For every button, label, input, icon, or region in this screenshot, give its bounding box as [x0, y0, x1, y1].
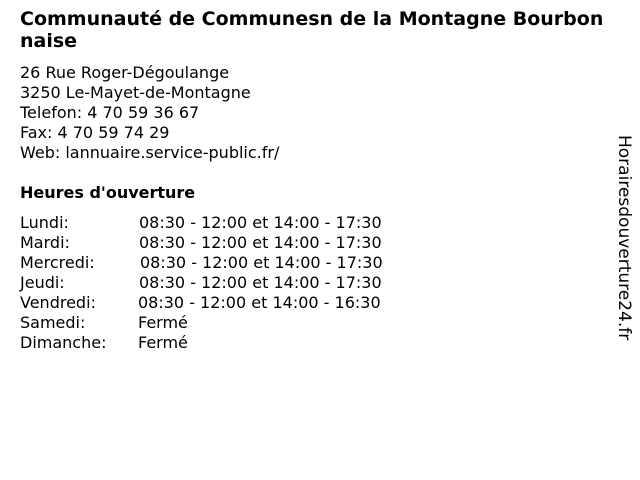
day-label: Lundi: — [20, 213, 69, 232]
hours-row: Vendredi: 08:30 - 12:00 et 14:00 - 16:30 — [20, 293, 383, 313]
hours-row: Lundi: 08:30 - 12:00 et 14:00 - 17:30 — [20, 213, 383, 233]
hours-row: Mercredi: 08:30 - 12:00 et 14:00 - 17:30 — [20, 253, 383, 273]
watermark-text: Horairesdouverture24.fr — [614, 135, 634, 341]
day-label: Mardi: — [20, 233, 70, 252]
day-label: Dimanche: — [20, 333, 107, 352]
address-block: 26 Rue Roger-Dégoulange 3250 Le-Mayet-de… — [20, 63, 279, 163]
fax: Fax: 4 70 59 74 29 — [20, 123, 170, 142]
hours-heading: Heures d'ouverture — [20, 183, 196, 202]
day-hours: 08:30 - 12:00 et 14:00 - 17:30 — [139, 213, 382, 232]
day-hours: 08:30 - 12:00 et 14:00 - 17:30 — [140, 253, 383, 272]
day-hours: Fermé — [138, 333, 188, 352]
hours-table: Lundi: 08:30 - 12:00 et 14:00 - 17:30 Mar… — [20, 213, 383, 353]
street: 26 Rue Roger-Dégoulange — [20, 63, 230, 82]
web: Web: lannuaire.service-public.fr/ — [20, 143, 280, 162]
day-label: Jeudi: — [20, 273, 65, 292]
day-hours: Fermé — [138, 313, 188, 332]
hours-row: Jeudi: 08:30 - 12:00 et 14:00 - 17:30 — [20, 273, 383, 293]
page-title: Communauté de Communesn de la Montagne B… — [20, 8, 604, 52]
hours-row: Mardi: 08:30 - 12:00 et 14:00 - 17:30 — [20, 233, 383, 253]
day-hours: 08:30 - 12:00 et 14:00 - 17:30 — [139, 233, 382, 252]
day-label: Samedi: — [20, 313, 86, 332]
day-hours: 08:30 - 12:00 et 14:00 - 16:30 — [138, 293, 381, 312]
city: 3250 Le-Mayet-de-Montagne — [20, 83, 251, 102]
day-hours: 08:30 - 12:00 et 14:00 - 17:30 — [139, 273, 382, 292]
day-label: Vendredi: — [20, 293, 96, 312]
phone: Telefon: 4 70 59 36 67 — [20, 103, 200, 122]
day-label: Mercredi: — [20, 253, 95, 272]
hours-row: Samedi: Fermé — [20, 313, 383, 333]
watermark: Horairesdouverture24.fr — [613, 135, 635, 345]
hours-row: Dimanche: Fermé — [20, 333, 383, 353]
